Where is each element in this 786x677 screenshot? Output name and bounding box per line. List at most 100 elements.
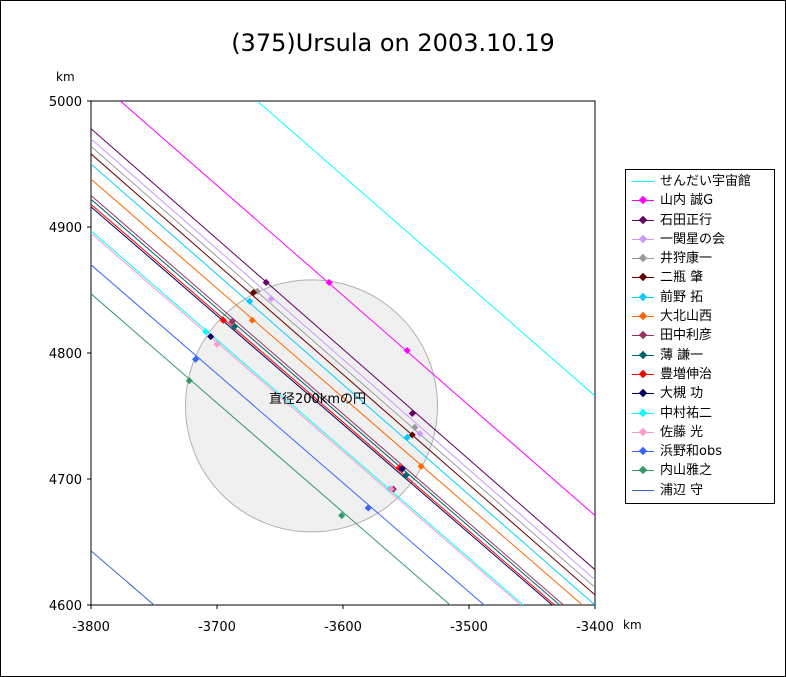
legend-label-2: 石田正行	[660, 212, 713, 228]
legend-item: 前野 拓	[626, 288, 774, 307]
series-point-6-1	[403, 433, 411, 441]
legend-line-0	[632, 181, 654, 182]
legend-item: せんだい宇宙館	[626, 172, 774, 191]
series-point-13-0	[213, 340, 221, 348]
legend-marker-9	[638, 350, 648, 359]
series-line-2	[91, 128, 595, 571]
series-line-3	[91, 138, 595, 581]
legend: せんだい宇宙館 山内 誠G 石田正行一関星の会井狩康一二瓶 肇前野 拓大北山西田中利…	[625, 169, 775, 505]
series-line-12	[91, 230, 524, 605]
series-point-1-1	[403, 346, 411, 355]
series-line-6	[91, 163, 595, 605]
series-line-0	[256, 101, 595, 397]
legend-item: 薄 謙一	[626, 346, 774, 365]
series-line-8	[91, 195, 564, 605]
y-tick-label-0: 4600	[49, 599, 82, 614]
series-point-5-1	[408, 431, 416, 439]
y-tick-label-3: 4900	[49, 221, 82, 236]
legend-marker-10	[638, 369, 648, 379]
legend-marker-1	[638, 196, 648, 205]
series-point-15-1	[338, 512, 346, 520]
legend-item: 豊増伸治	[626, 365, 774, 384]
legend-label-7: 大北山西	[660, 309, 713, 325]
legend-marker-14	[638, 446, 648, 456]
series-line-13	[91, 232, 521, 605]
legend-label-0: せんだい宇宙館	[660, 174, 752, 189]
legend-item: 山内 誠G	[626, 191, 774, 210]
series-point-3-1	[416, 430, 424, 438]
series-point-11-0	[207, 333, 215, 341]
series-line-16	[91, 550, 155, 605]
legend-item: 二瓶 肇	[626, 268, 774, 287]
series-point-9-1	[402, 471, 410, 479]
legend-label-3: 一関星の会	[660, 231, 726, 247]
legend-label-10: 豊増伸治	[660, 366, 713, 382]
legend-label-11: 大槻 功	[660, 386, 704, 402]
series-line-15	[91, 293, 451, 605]
y-tick-label-4: 5000	[49, 95, 82, 110]
series-point-7-0	[248, 316, 256, 324]
legend-label-12: 中村祐二	[660, 405, 713, 421]
legend-marker-8	[638, 331, 648, 340]
x-tick-label-2: -3600	[324, 620, 362, 635]
x-tick-label-1: -3700	[198, 620, 236, 635]
circle-label: 直径200kmの円	[269, 392, 366, 407]
series-line-4	[91, 145, 595, 588]
series-point-8-0	[228, 317, 236, 326]
legend-marker-4	[638, 253, 648, 263]
legend-item: 井狩康一	[626, 249, 774, 268]
series-point-15-0	[185, 377, 193, 385]
legend-label-16: 浦辺 守	[660, 482, 704, 498]
legend-marker-2	[638, 215, 648, 224]
series-point-14-1	[364, 504, 372, 512]
legend-item: 一関星の会	[626, 230, 774, 249]
legend-item: 大槻 功	[626, 384, 774, 403]
legend-label-15: 内山雅之	[660, 463, 713, 479]
legend-item: 石田正行	[626, 211, 774, 230]
legend-item: 佐藤 光	[626, 423, 774, 442]
series-point-2-1	[408, 409, 416, 418]
legend-line-16	[632, 489, 654, 491]
legend-item: 内山雅之	[626, 461, 774, 480]
legend-marker-5	[638, 273, 648, 282]
legend-label-8: 田中利彦	[660, 328, 713, 344]
legend-label-5: 二瓶 肇	[660, 270, 704, 286]
legend-marker-13	[638, 427, 648, 437]
legend-marker-3	[638, 234, 648, 244]
legend-label-4: 井狩康一	[660, 251, 713, 267]
series-point-13-1	[387, 485, 395, 493]
series-point-12-0	[202, 328, 210, 336]
legend-label-13: 佐藤 光	[660, 424, 704, 440]
series-line-5	[91, 153, 595, 596]
y-tick-label-2: 4800	[49, 347, 82, 362]
series-line-14	[91, 264, 485, 605]
legend-marker-6	[638, 292, 648, 302]
series-point-1-0	[325, 278, 333, 286]
legend-label-1: 山内 誠G	[660, 193, 714, 209]
series-point-4-1	[411, 423, 419, 431]
series-line-1	[119, 101, 595, 516]
legend-marker-12	[638, 408, 648, 417]
legend-item: 浜野和obs	[626, 442, 774, 461]
series-point-2-0	[262, 278, 270, 286]
legend-marker-7	[638, 311, 648, 321]
legend-label-9: 薄 謙一	[660, 347, 704, 363]
series-line-7	[91, 178, 583, 605]
legend-label-14: 浜野和obs	[660, 444, 722, 460]
series-point-14-0	[192, 355, 200, 363]
chart-title: (375)Ursula on 2003.10.19	[231, 29, 555, 57]
series-point-3-0	[267, 295, 275, 303]
legend-marker-11	[638, 389, 648, 398]
legend-marker-15	[638, 466, 648, 475]
series-line-9	[91, 198, 561, 605]
series-point-9-0	[231, 323, 239, 331]
x-axis-unit: km	[623, 618, 642, 632]
x-tick-label-4: -3400	[576, 620, 614, 635]
series-point-10-0	[219, 316, 227, 324]
series-point-5-0	[250, 288, 258, 297]
series-line-10	[91, 203, 556, 605]
legend-item: 中村祐二	[626, 404, 774, 423]
legend-item: 浦辺 守	[626, 481, 774, 500]
